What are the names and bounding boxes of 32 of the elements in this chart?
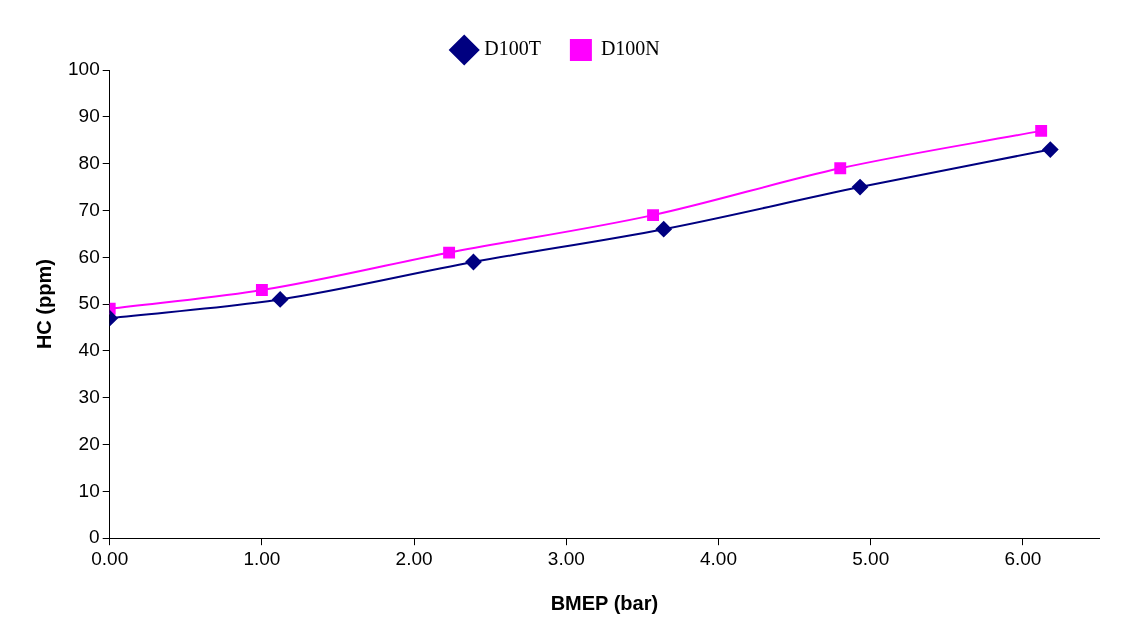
y-tick-label: 0: [89, 526, 100, 548]
y-tick-label: 60: [78, 245, 100, 267]
x-tick-label: 4.00: [700, 547, 737, 569]
y-tick-label: 10: [78, 479, 100, 501]
y-axis-title: HC (ppm): [32, 259, 55, 350]
x-tick-label: 1.00: [243, 547, 281, 569]
x-tick-label: 6.00: [1004, 547, 1042, 569]
y-tick-label: 40: [78, 339, 100, 361]
y-tick-label: 90: [78, 105, 100, 127]
y-tick-label: 80: [78, 151, 100, 173]
y-tick-label: 70: [78, 198, 100, 220]
y-tick-label: 100: [68, 58, 100, 80]
x-tick-label: 5.00: [852, 547, 890, 569]
point: [443, 246, 456, 259]
y-tick-label: 20: [78, 432, 100, 454]
x-axis-title: BMEP (bar): [550, 591, 659, 614]
point: [834, 162, 847, 175]
y-tick-label: 30: [78, 385, 100, 407]
x-tick-label: 2.00: [395, 547, 433, 569]
y-tick-label: 50: [78, 292, 100, 314]
legend-label: D100N: [600, 37, 660, 60]
x-tick-label: 3.00: [547, 547, 585, 569]
point: [655, 221, 672, 238]
point: [465, 253, 482, 270]
point: [272, 291, 289, 308]
x-tick-label: 0.00: [91, 547, 129, 569]
point: [255, 284, 268, 296]
point: [852, 179, 869, 196]
legend-label: D100T: [484, 37, 541, 60]
point: [647, 209, 659, 222]
point: [1042, 141, 1059, 158]
point: [1035, 124, 1048, 137]
